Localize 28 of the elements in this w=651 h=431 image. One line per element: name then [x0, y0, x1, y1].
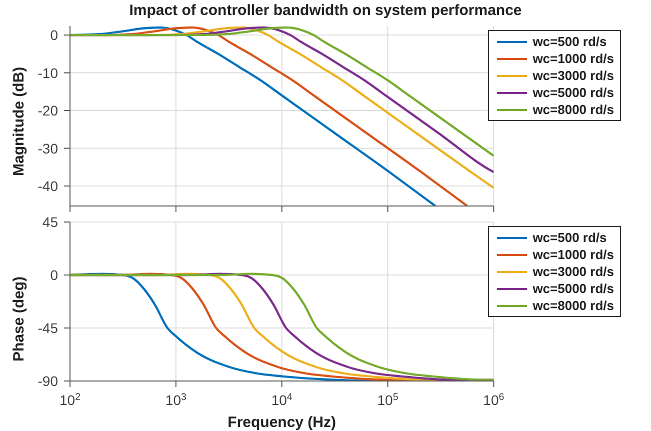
legend-label: wc=3000 rd/s: [532, 68, 614, 83]
x-tick-label: 10$^{2}$: [59, 392, 81, 408]
legend-label: wc=3000 rd/s: [532, 264, 614, 279]
y-tick-label: 45: [42, 214, 58, 230]
y-tick-label: -20: [38, 102, 58, 119]
x-axis-title: Frequency (Hz): [228, 414, 336, 431]
legend-label: wc=8000 rd/s: [532, 102, 614, 117]
y-tick-label: -45: [38, 320, 58, 336]
legend-label: wc=5000 rd/s: [532, 281, 614, 296]
legend-label: wc=1000 rd/s: [532, 51, 614, 66]
legend-label: wc=5000 rd/s: [532, 85, 614, 100]
y-axis-title: Phase (deg): [10, 276, 28, 362]
x-tick-label: 10$^{3}$: [165, 392, 187, 408]
legend-label: wc=500 rd/s: [532, 230, 607, 245]
y-tick-label: 0: [50, 267, 58, 283]
y-tick-label: -90: [38, 373, 58, 389]
legend-label: wc=8000 rd/s: [532, 298, 614, 313]
x-tick-label: 10$^{6}$: [483, 392, 505, 408]
y-tick-label: 0: [50, 27, 58, 44]
x-tick-label: 10$^{5}$: [377, 392, 399, 408]
y-tick-label: -30: [38, 140, 58, 156]
y-tick-label: -40: [38, 178, 58, 194]
legend-label: wc=1000 rd/s: [532, 247, 614, 262]
y-axis-title: Magnitude (dB): [10, 66, 28, 176]
x-tick-label: 10$^{4}$: [271, 392, 293, 408]
chart-title: Impact of controller bandwidth on system performance: [128, 2, 523, 19]
y-tick-label: -10: [38, 64, 58, 81]
legend-label: wc=500 rd/s: [532, 34, 607, 49]
